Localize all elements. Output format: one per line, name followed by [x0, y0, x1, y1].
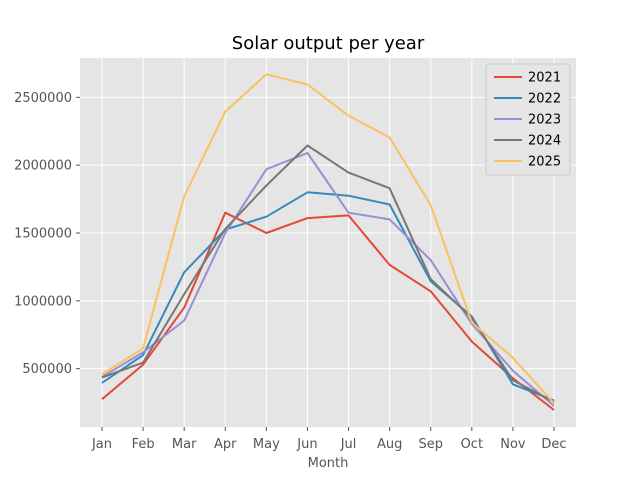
series-line-2021	[101, 211, 555, 411]
x-tick-label: May	[253, 437, 280, 452]
legend-label-2022: 2022	[528, 92, 561, 107]
x-tick-label: Nov	[500, 437, 526, 452]
legend-label-2024: 2024	[528, 134, 561, 149]
series-line-2023	[101, 152, 555, 407]
x-tick-label: Jun	[296, 437, 317, 452]
x-tick-label: Aug	[377, 437, 402, 452]
x-tick-label: Jul	[340, 437, 357, 452]
series-lines	[101, 73, 555, 411]
x-axis-title: Month	[308, 456, 349, 471]
x-tick-label: Mar	[172, 437, 197, 452]
legend-box	[485, 63, 571, 176]
legend-label-2021: 2021	[528, 71, 561, 86]
x-tick-label: Feb	[132, 437, 155, 452]
y-tick-label: 2000000	[14, 159, 72, 174]
y-tick-label: 500000	[22, 362, 72, 377]
legend: 2021 2022 2023 2024 2025	[485, 63, 571, 176]
y-tick-label: 1500000	[14, 227, 72, 242]
y-tick-label: 1000000	[14, 294, 72, 309]
x-tick-label: Dec	[541, 437, 566, 452]
x-tick-label: Oct	[461, 437, 483, 452]
y-tick-label: 2500000	[14, 91, 72, 106]
legend-label-2023: 2023	[528, 113, 561, 128]
chart-title: Solar output per year	[232, 33, 425, 54]
y-axis-ticks: 500000 1000000 1500000 2000000 2500000	[14, 91, 80, 377]
x-axis-ticks: Jan Feb Mar Apr May Jun Jul Aug Sep Oct Nov Dec	[91, 427, 567, 452]
legend-label-2025: 2025	[528, 155, 561, 170]
x-tick-label: Jan	[91, 437, 112, 452]
series-line-2025	[101, 73, 555, 404]
grid-lines	[80, 58, 576, 427]
x-tick-label: Apr	[214, 437, 237, 452]
x-tick-label: Sep	[418, 437, 443, 452]
